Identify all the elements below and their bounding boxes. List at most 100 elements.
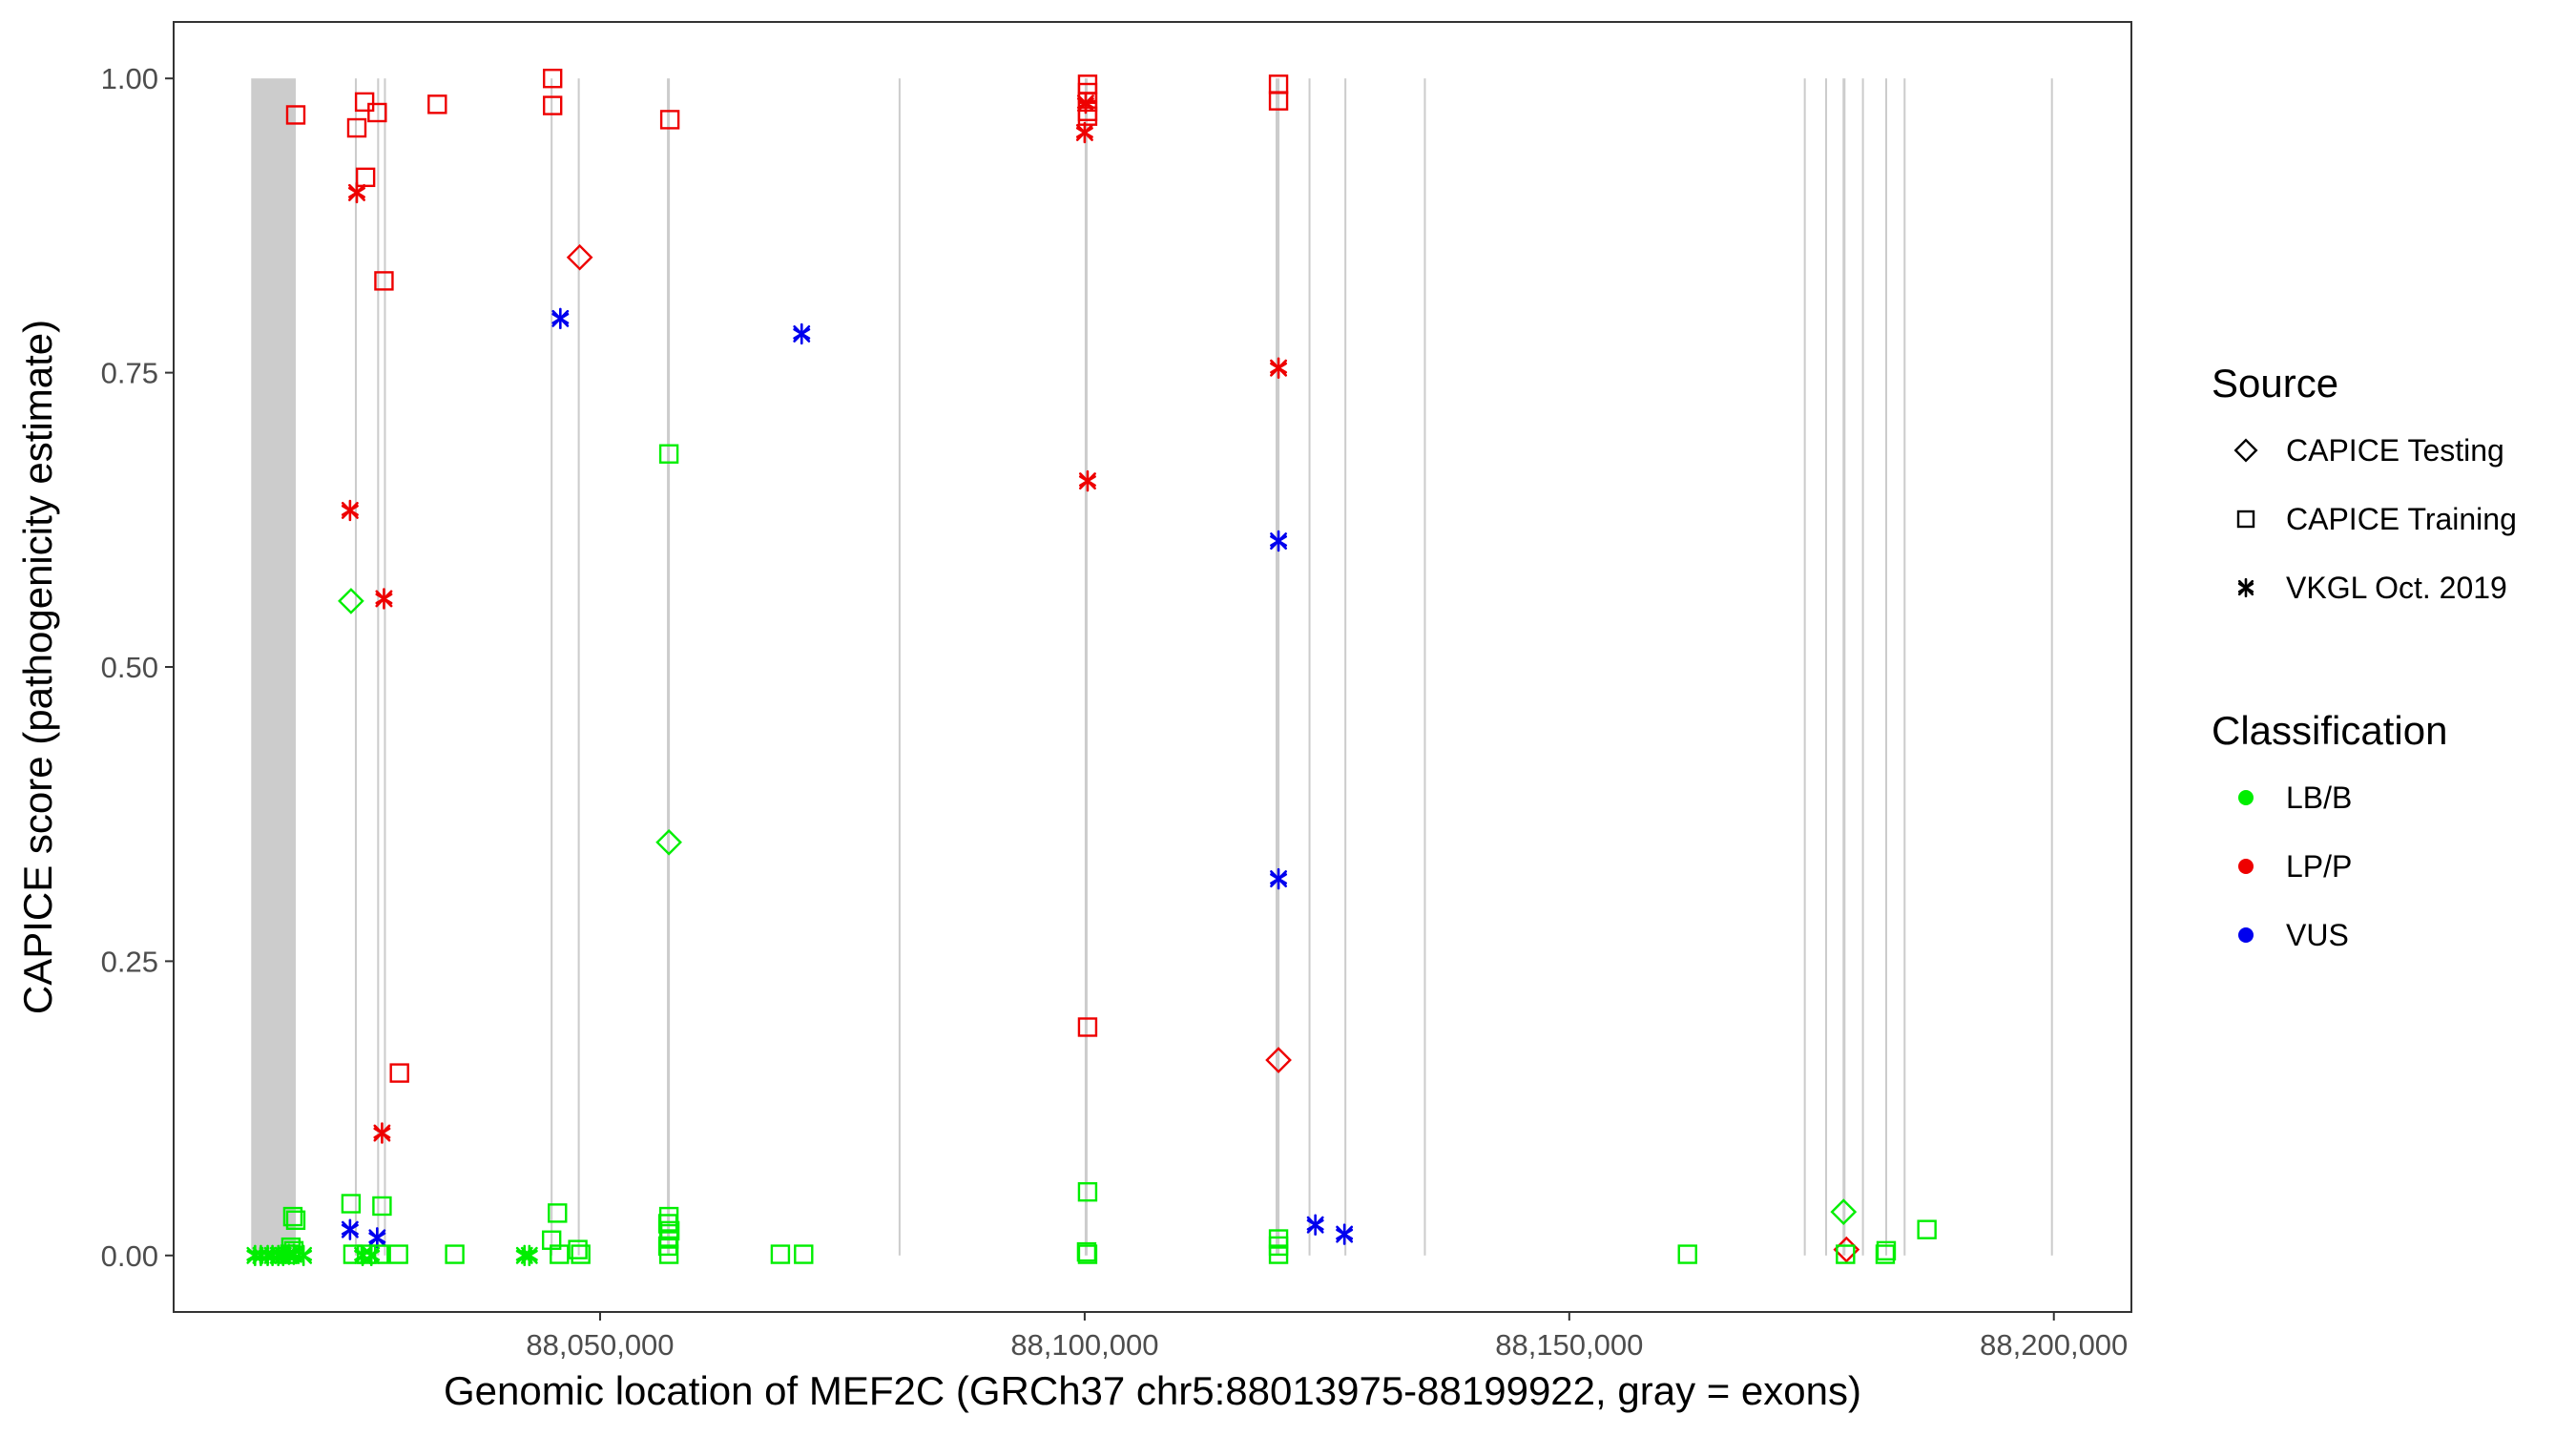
- data-point: [550, 1244, 570, 1264]
- data-point: [341, 499, 359, 522]
- exon-band: [251, 78, 296, 1256]
- exon-band: [1276, 78, 1280, 1256]
- data-point: [1268, 1244, 1289, 1264]
- legend-key-square: [2236, 510, 2255, 529]
- data-point: [368, 1227, 386, 1249]
- data-point: [1270, 867, 1288, 890]
- data-point: [1306, 1214, 1324, 1236]
- data-point: [363, 1244, 381, 1266]
- data-point: [794, 1244, 814, 1264]
- data-point: [389, 1063, 409, 1083]
- x-axis: 88,050,000 88,100,000 88,150,000 88,200,000: [526, 1312, 2128, 1362]
- exon-band: [1344, 78, 1347, 1256]
- data-point: [1830, 1198, 1858, 1225]
- data-point: [388, 1244, 408, 1264]
- y-tick-label: 1.00: [101, 62, 158, 95]
- exon-band: [1884, 78, 1888, 1256]
- data-point: [355, 167, 376, 188]
- data-point: [1677, 1244, 1697, 1264]
- exon-band: [898, 78, 901, 1256]
- legend-key-diamond: [2233, 438, 2258, 463]
- data-point: [566, 243, 593, 271]
- exon-band: [1903, 78, 1906, 1256]
- data-point: [445, 1244, 465, 1264]
- data-point: [1075, 121, 1093, 144]
- data-points: [246, 69, 1937, 1266]
- data-point: [285, 105, 306, 125]
- data-point: [770, 1244, 791, 1264]
- data-point: [542, 95, 563, 115]
- plot-panel-border: [173, 21, 2132, 1313]
- data-point: [427, 94, 447, 114]
- y-tick-label: 0.75: [101, 357, 158, 390]
- data-point: [520, 1244, 538, 1266]
- exon-band: [1824, 78, 1828, 1256]
- exon-band: [667, 78, 671, 1256]
- data-point: [1836, 1244, 1856, 1264]
- data-point: [1917, 1219, 1937, 1239]
- data-point: [375, 588, 393, 610]
- data-point: [341, 1218, 359, 1240]
- x-tick-label: 88,150,000: [1495, 1328, 1643, 1362]
- legend-label: LB/B: [2286, 780, 2352, 815]
- data-point: [1270, 530, 1288, 552]
- y-tick-label: 0.50: [101, 651, 158, 684]
- x-tick-label: 88,100,000: [1010, 1328, 1158, 1362]
- data-point: [346, 117, 367, 138]
- data-point: [551, 307, 570, 330]
- legend-label: VUS: [2286, 918, 2349, 952]
- data-point: [1876, 1240, 1897, 1261]
- data-point: [1077, 1244, 1098, 1264]
- data-point: [373, 1122, 391, 1144]
- legend-key-asterisk: [2237, 577, 2254, 598]
- exon-band: [2050, 78, 2053, 1256]
- y-axis-title: CAPICE score (pathogenicity estimate): [15, 320, 60, 1014]
- legend-label: VKGL Oct. 2019: [2286, 571, 2507, 605]
- legend-key-dot: [2238, 927, 2254, 943]
- exon-band: [577, 78, 580, 1256]
- data-point: [1336, 1223, 1354, 1245]
- data-point: [1076, 92, 1094, 114]
- legend-key-dot: [2238, 859, 2254, 874]
- data-point: [658, 444, 679, 464]
- exon-band: [354, 78, 357, 1256]
- data-point: [657, 1214, 678, 1234]
- exon-band: [1842, 78, 1846, 1256]
- exon-band: [1084, 78, 1088, 1256]
- legend-label: LP/P: [2286, 849, 2352, 884]
- exon-band: [551, 78, 553, 1256]
- data-point: [1077, 1017, 1098, 1037]
- data-point: [658, 1244, 679, 1264]
- data-point: [655, 828, 682, 856]
- legend-title-classification: Classification: [2212, 708, 2447, 753]
- data-point: [285, 1210, 306, 1230]
- data-point: [793, 323, 811, 345]
- x-tick-label: 88,200,000: [1980, 1328, 2128, 1362]
- y-axis: 0.00 0.25 0.50 0.75 1.00: [101, 62, 174, 1273]
- data-point: [1077, 1181, 1098, 1202]
- exon-band: [1803, 78, 1806, 1256]
- exon-band: [377, 78, 380, 1256]
- exon-bands: [251, 78, 2053, 1256]
- exon-band: [1423, 78, 1426, 1256]
- data-point: [341, 1194, 362, 1214]
- data-point: [295, 1244, 313, 1266]
- data-point: [354, 92, 375, 113]
- data-point: [338, 588, 364, 614]
- data-point: [348, 181, 365, 204]
- data-point: [282, 1206, 303, 1227]
- data-point: [1265, 1047, 1292, 1073]
- data-point: [1077, 106, 1098, 126]
- data-point: [372, 1196, 392, 1217]
- data-point: [542, 69, 563, 89]
- data-point: [1270, 357, 1288, 379]
- data-point: [548, 1203, 568, 1223]
- exon-band: [384, 78, 386, 1256]
- data-point: [374, 271, 394, 291]
- x-tick-label: 88,050,000: [526, 1328, 674, 1362]
- data-point: [1078, 469, 1096, 492]
- legend-label: CAPICE Training: [2286, 502, 2517, 536]
- data-point: [568, 1239, 588, 1259]
- exon-band: [1308, 78, 1311, 1256]
